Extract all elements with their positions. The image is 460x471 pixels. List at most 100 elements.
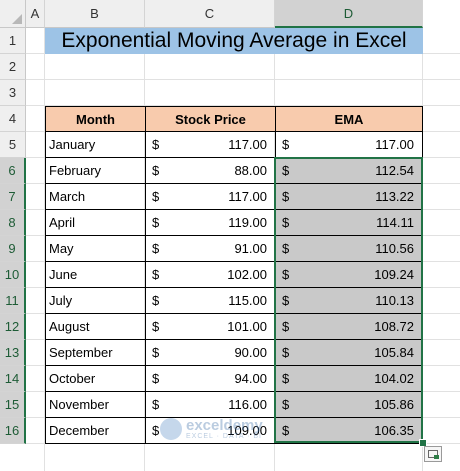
row-header[interactable]: 4 [0,106,26,132]
cell-month[interactable]: July [45,287,146,314]
cell-ema[interactable]: $110.56 [275,235,423,262]
column-header-c[interactable]: C [145,0,275,28]
row-header[interactable]: 11 [0,288,26,314]
row-header[interactable]: 5 [0,132,26,158]
cell-stock-price[interactable]: $90.00 [145,339,276,366]
cell-month[interactable]: December [45,417,146,444]
currency-symbol: $ [152,241,160,256]
cell-stock-price[interactable]: $116.00 [145,391,276,418]
row-header[interactable]: 9 [0,236,26,262]
row-header[interactable]: 6 [0,158,26,184]
currency-symbol: $ [152,267,160,282]
ema-value: 117.00 [375,137,414,152]
currency-symbol: $ [282,267,290,282]
cell-ema[interactable]: $110.13 [275,287,423,314]
row-header[interactable]: 15 [0,392,26,418]
cell-ema[interactable]: $109.24 [275,261,423,288]
ema-value: 113.22 [375,189,414,204]
row-header[interactable]: 1 [0,28,26,54]
header-ema: EMA [275,106,423,132]
cell-stock-price[interactable]: $94.00 [145,365,276,392]
currency-symbol: $ [152,189,160,204]
cell-ema[interactable]: $114.11 [275,209,423,236]
stock-price-value: 117.00 [228,137,267,152]
currency-symbol: $ [282,189,290,204]
column-header-d[interactable]: D [275,0,423,28]
cell-month[interactable]: January [45,131,146,158]
ema-value: 104.02 [374,371,414,386]
cell-stock-price[interactable]: $117.00 [145,131,276,158]
cell-month[interactable]: February [45,157,146,184]
row-header[interactable]: 14 [0,366,26,392]
ema-value: 110.13 [375,293,414,308]
ema-value: 106.35 [374,423,414,438]
currency-symbol: $ [282,293,290,308]
cell-month[interactable]: May [45,235,146,262]
cell-stock-price[interactable]: $101.00 [145,313,276,340]
cell-ema[interactable]: $105.84 [275,339,423,366]
stock-price-value: 119.00 [228,215,267,230]
row-header[interactable]: 13 [0,340,26,366]
row-header[interactable]: 12 [0,314,26,340]
cell-month[interactable]: October [45,365,146,392]
currency-symbol: $ [282,423,290,438]
cell-month[interactable]: November [45,391,146,418]
fill-handle-icon[interactable] [419,439,427,447]
ema-value: 108.72 [374,319,414,334]
cell-ema[interactable]: $117.00 [275,131,423,158]
currency-symbol: $ [282,371,290,386]
currency-symbol: $ [152,215,160,230]
row-header[interactable]: 2 [0,54,26,80]
header-stock-price: Stock Price [145,106,276,132]
stock-price-value: 88.00 [234,163,267,178]
cell-ema[interactable]: $105.86 [275,391,423,418]
row-header[interactable]: 8 [0,210,26,236]
currency-symbol: $ [152,293,160,308]
stock-price-value: 90.00 [234,345,267,360]
currency-symbol: $ [282,163,290,178]
cell-stock-price[interactable]: $115.00 [145,287,276,314]
select-all-corner[interactable] [0,0,26,28]
column-header-a[interactable]: A [26,0,45,28]
cell-month[interactable]: April [45,209,146,236]
cell-stock-price[interactable]: $117.00 [145,183,276,210]
currency-symbol: $ [152,137,160,152]
cell-stock-price[interactable]: $102.00 [145,261,276,288]
cell-ema[interactable]: $106.35 [275,417,423,444]
stock-price-value: 117.00 [228,189,267,204]
page-title: Exponential Moving Average in Excel [45,28,423,54]
column-header-b[interactable]: B [45,0,145,28]
stock-price-value: 91.00 [234,241,267,256]
cell-ema[interactable]: $112.54 [275,157,423,184]
quick-analysis-icon[interactable] [424,446,442,462]
currency-symbol: $ [282,215,290,230]
gridline [26,105,460,106]
currency-symbol: $ [282,345,290,360]
cell-ema[interactable]: $108.72 [275,313,423,340]
ema-value: 114.11 [376,215,414,230]
cell-stock-price[interactable]: $88.00 [145,157,276,184]
stock-price-value: 116.00 [228,397,267,412]
cell-stock-price[interactable]: $91.00 [145,235,276,262]
row-header[interactable]: 3 [0,80,26,106]
row-header[interactable]: 10 [0,262,26,288]
ema-value: 105.86 [374,397,414,412]
row-header[interactable]: 7 [0,184,26,210]
stock-price-value: 94.00 [234,371,267,386]
currency-symbol: $ [282,241,290,256]
cell-month[interactable]: June [45,261,146,288]
cell-ema[interactable]: $104.02 [275,365,423,392]
stock-price-value: 109.00 [227,423,267,438]
currency-symbol: $ [282,319,290,334]
cell-month[interactable]: March [45,183,146,210]
row-header[interactable]: 16 [0,418,26,444]
gridline [26,79,460,80]
cell-stock-price[interactable]: $119.00 [145,209,276,236]
ema-value: 110.56 [375,241,414,256]
cell-stock-price[interactable]: $109.00 [145,417,276,444]
cell-ema[interactable]: $113.22 [275,183,423,210]
cell-month[interactable]: September [45,339,146,366]
cell-month[interactable]: August [45,313,146,340]
gridline [44,28,45,471]
